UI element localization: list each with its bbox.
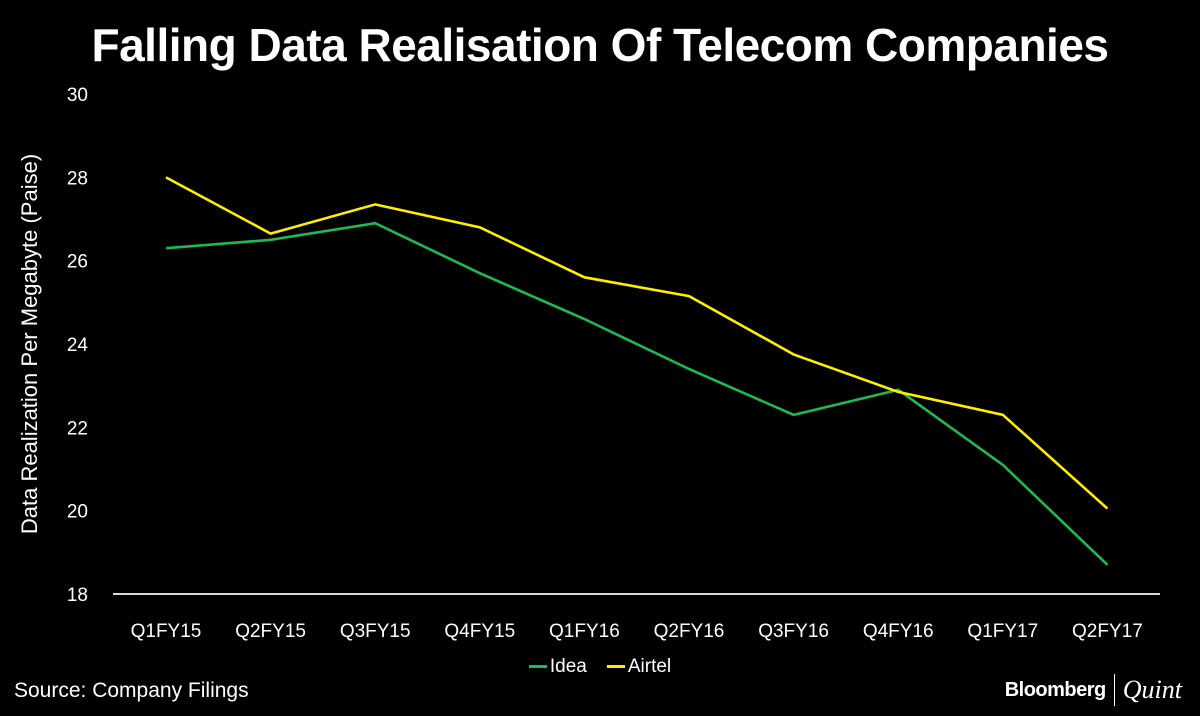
x-tick-label: Q2FY17 bbox=[1072, 621, 1143, 642]
source-note: Source: Company Filings bbox=[14, 679, 249, 702]
y-tick-label: 24 bbox=[67, 335, 89, 356]
legend-swatch bbox=[528, 665, 547, 668]
legend-label: Idea bbox=[549, 655, 587, 677]
x-tick-label: Q1FY15 bbox=[131, 621, 202, 642]
x-tick-label: Q3FY15 bbox=[340, 621, 411, 642]
brand-divider bbox=[1113, 674, 1115, 706]
brand-bloomberg: Bloomberg bbox=[1004, 678, 1107, 701]
series-line-airtel bbox=[165, 176, 1109, 510]
y-tick-label: 20 bbox=[67, 502, 88, 523]
legend-swatch bbox=[606, 665, 625, 668]
x-tick-label: Q1FY17 bbox=[967, 621, 1038, 642]
y-tick-label: 22 bbox=[67, 418, 88, 439]
y-tick-label: 30 bbox=[67, 85, 88, 106]
legend-item: Idea bbox=[528, 655, 587, 678]
x-tick-label: Q4FY15 bbox=[444, 621, 515, 642]
x-tick-label: Q1FY16 bbox=[549, 621, 620, 642]
x-tick-label: Q4FY16 bbox=[863, 621, 934, 642]
x-tick-label: Q3FY16 bbox=[758, 621, 829, 642]
y-tick-label: 28 bbox=[67, 168, 88, 189]
legend-label: Airtel bbox=[627, 655, 672, 677]
y-tick-label: 26 bbox=[67, 252, 88, 273]
y-tick-label: 18 bbox=[67, 585, 88, 606]
brand-quint: Quint bbox=[1122, 675, 1182, 704]
chart-title: Falling Data Realisation Of Telecom Comp… bbox=[91, 19, 1110, 71]
x-tick-label: Q2FY15 bbox=[235, 621, 306, 642]
y-axis-label: Data Realization Per Megabyte (Paise) bbox=[17, 154, 42, 534]
brand-logo: Bloomberg Quint bbox=[1005, 674, 1182, 706]
legend: Idea Airtel bbox=[0, 652, 1200, 678]
legend-item: Airtel bbox=[606, 655, 672, 678]
x-tick-label: Q2FY16 bbox=[654, 621, 725, 642]
series-line-idea bbox=[165, 221, 1109, 566]
